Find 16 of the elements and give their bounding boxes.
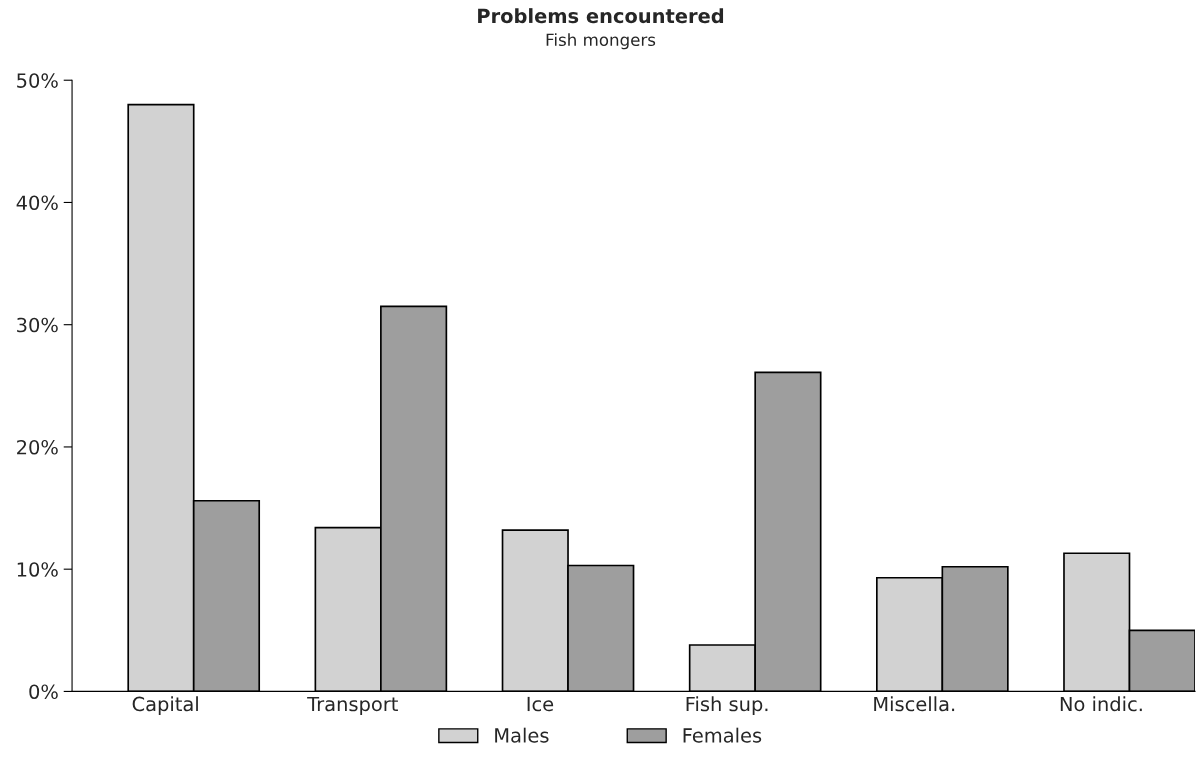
y-tick-label: 10% <box>17 562 58 577</box>
x-tick-label: Miscella. <box>874 696 955 712</box>
x-tick-label: Ice <box>527 696 554 712</box>
chart-title: Problems encountered <box>478 8 724 24</box>
y-tick-label: 40% <box>16 195 58 211</box>
x-tick-label: No indic. <box>1060 696 1142 712</box>
y-tick-label: 20% <box>17 439 58 455</box>
y-tick-label: 0% <box>29 684 58 700</box>
x-tick-label: Capital <box>132 696 198 716</box>
y-tick-label: 50% <box>17 73 58 88</box>
y-tick-label: 30% <box>17 317 58 333</box>
x-tick-label: Transport <box>307 696 398 716</box>
legend-label: Females <box>683 727 762 743</box>
chart-subtitle: Fish mongers <box>546 33 656 50</box>
legend-label: Males <box>495 727 549 743</box>
x-tick-label: Fish sup. <box>686 696 768 716</box>
